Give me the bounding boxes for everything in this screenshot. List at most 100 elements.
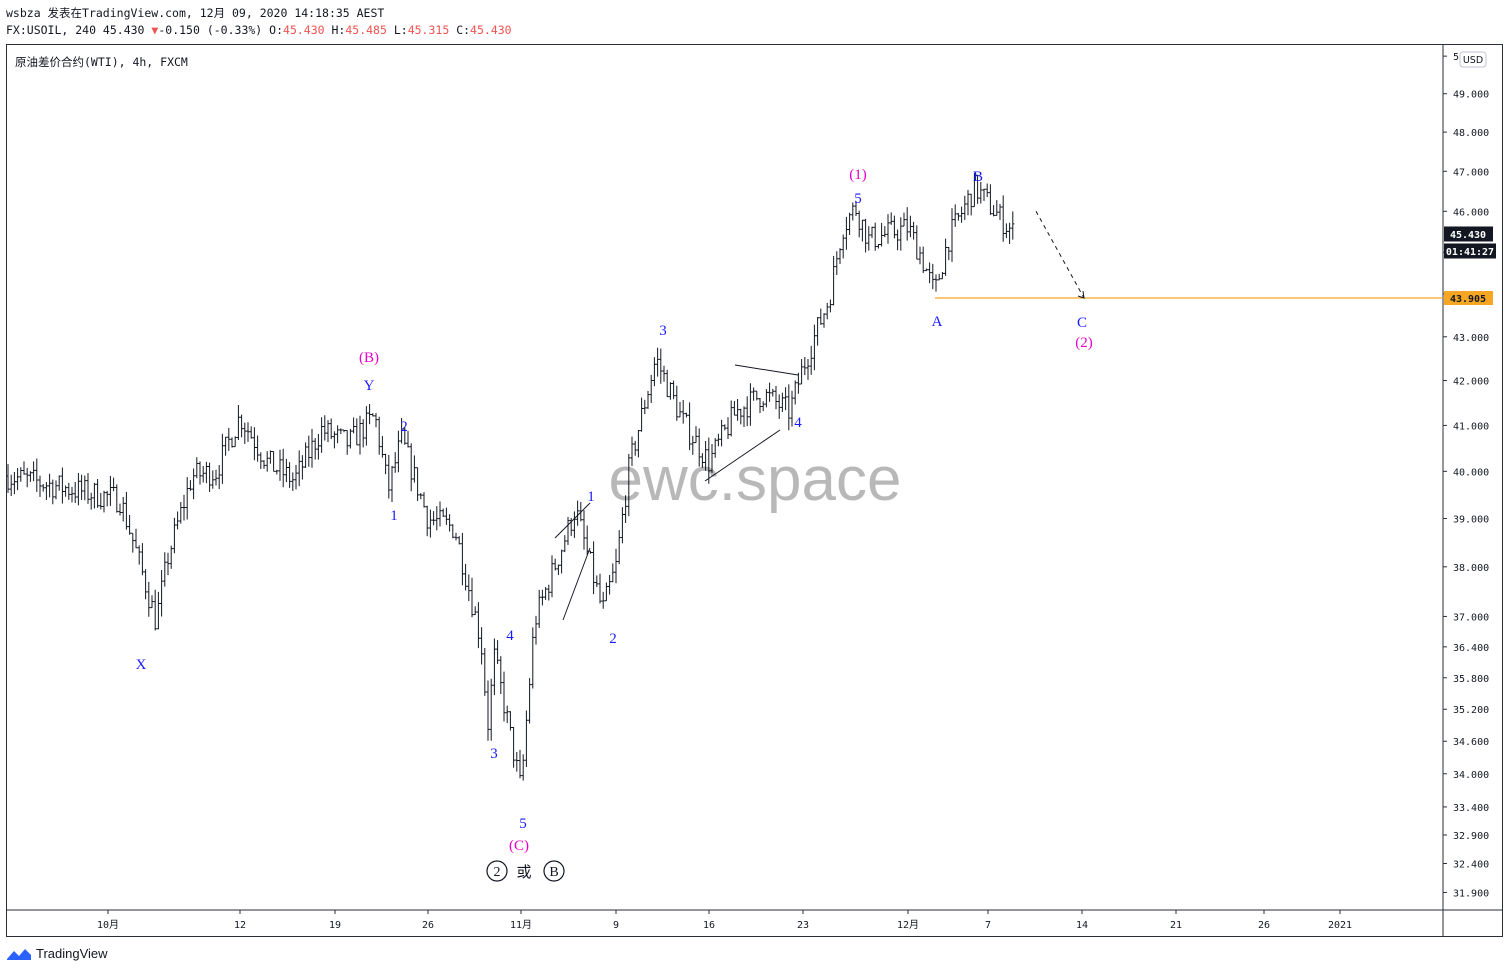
ohlc-bar — [243, 422, 247, 445]
ohlc-bar — [982, 188, 986, 201]
ohlc-bar — [412, 455, 416, 483]
ohlc-bar — [988, 184, 992, 215]
wave-label-C-paren: (C) — [509, 838, 529, 854]
ohlc-bar — [9, 474, 13, 497]
ohlc-bar — [528, 678, 532, 724]
ohlc-bar — [838, 248, 842, 265]
ohlc-bar — [22, 461, 26, 475]
ohlc-bar — [99, 492, 103, 510]
ohlc-bar — [534, 615, 538, 645]
ohlc-bar — [220, 433, 224, 484]
ohlc-bar — [336, 425, 340, 444]
last-price-badge — [1444, 226, 1493, 242]
ohlc-bar — [707, 437, 711, 484]
ohlc-bar — [227, 427, 231, 451]
ohlc-bar — [649, 374, 653, 403]
ohlc-bar — [307, 435, 311, 467]
ohlc-bar — [83, 475, 87, 501]
currency-label: USD — [1463, 55, 1483, 66]
ohlc-bar — [572, 511, 576, 538]
x-tick-label: 2021 — [1328, 920, 1352, 931]
ohlc-bar — [224, 436, 228, 456]
x-tick-label: 26 — [422, 920, 434, 931]
circled-b-ring — [543, 860, 565, 882]
ohlc-bar — [841, 234, 845, 259]
ohlc-bar — [179, 502, 183, 524]
ohlc-bar — [393, 452, 397, 473]
ohlc-bar — [787, 384, 791, 431]
ohlc-bar — [240, 414, 244, 438]
ohlc-bar — [560, 549, 564, 574]
ohlc-bar — [448, 514, 452, 532]
ohlc-bar — [816, 317, 820, 346]
ohlc-bar — [28, 471, 32, 482]
ohlc-bar — [761, 401, 765, 412]
ohlc-bar — [188, 480, 192, 491]
wave-label-two-paren: (2) — [1075, 335, 1093, 351]
ohlc-bar — [947, 246, 951, 261]
ohlc-bar — [934, 274, 938, 292]
ohlc-bar — [332, 431, 336, 449]
ohlc-bar — [547, 584, 551, 601]
tradingview-logo[interactable]: TradingView — [6, 946, 108, 961]
ohlc-bar — [544, 587, 548, 600]
ohlc-bar — [566, 517, 570, 545]
y-tick-label: 50 — [1453, 52, 1465, 63]
ohlc-bar — [284, 458, 288, 483]
wave-label-one-paren: (1) — [849, 167, 867, 183]
ohlc-bar — [937, 273, 941, 281]
ohlc-bar — [892, 215, 896, 239]
ohlc-bar — [694, 426, 698, 444]
ohlc-bar — [291, 472, 295, 491]
ohlc-bar — [512, 726, 516, 768]
ohlc-bar — [176, 511, 180, 530]
ohlc-bar — [1008, 222, 1012, 244]
ohlc-bar — [550, 555, 554, 598]
ohlc-bar — [492, 638, 496, 696]
x-tick-label: 19 — [329, 920, 341, 931]
ohlc-bar — [662, 365, 666, 382]
triangle-lower-line — [704, 429, 781, 482]
ohlc-bar — [41, 484, 45, 492]
or-label: 或 — [516, 863, 531, 881]
ohlc-bar — [121, 496, 125, 522]
wave-label-three-a: 3 — [490, 746, 498, 762]
ohlc-bar — [252, 427, 256, 461]
watermark: ewc.space — [609, 445, 902, 514]
chart-frame[interactable] — [6, 44, 1503, 937]
ohlc-bar — [604, 582, 608, 602]
ohlc-bar — [681, 400, 685, 424]
ohlc-bar — [969, 193, 973, 216]
ohlc-bar — [515, 752, 519, 772]
ohlc-bar — [825, 302, 829, 320]
ohlc-bar — [608, 574, 612, 595]
ohlc-bar — [86, 473, 90, 504]
y-tick-label: 39.000 — [1453, 514, 1489, 525]
ohlc-bar — [400, 417, 404, 444]
y-tick-label: 48.000 — [1453, 128, 1489, 139]
ohlc-bar — [553, 558, 557, 571]
level-price-label: 43.905 — [1450, 294, 1486, 305]
ohlc-bar — [457, 536, 461, 545]
ohlc-bar — [860, 219, 864, 242]
ohlc-bar — [851, 202, 855, 221]
ohlc-bar — [470, 577, 474, 618]
ohlc-bar — [886, 214, 890, 244]
y-tick-label: 35.200 — [1453, 705, 1489, 716]
x-tick-label: 26 — [1258, 920, 1270, 931]
ohlc-bar — [915, 225, 919, 260]
ohlc-bar — [809, 345, 813, 375]
ohlc-bar — [848, 212, 852, 235]
ohlc-bar — [96, 478, 100, 508]
ohlc-bar — [726, 417, 730, 440]
ohlc-bar — [198, 461, 202, 485]
ohlc-bar — [739, 408, 743, 425]
ohlc-bar — [195, 457, 199, 479]
ohlc-bar — [979, 181, 983, 204]
ohlc-bar — [684, 412, 688, 418]
ohlc-bar — [633, 440, 637, 456]
ohlc-bar — [342, 429, 346, 433]
ohlc-bar — [246, 422, 250, 442]
ohlc-bar — [387, 454, 391, 499]
